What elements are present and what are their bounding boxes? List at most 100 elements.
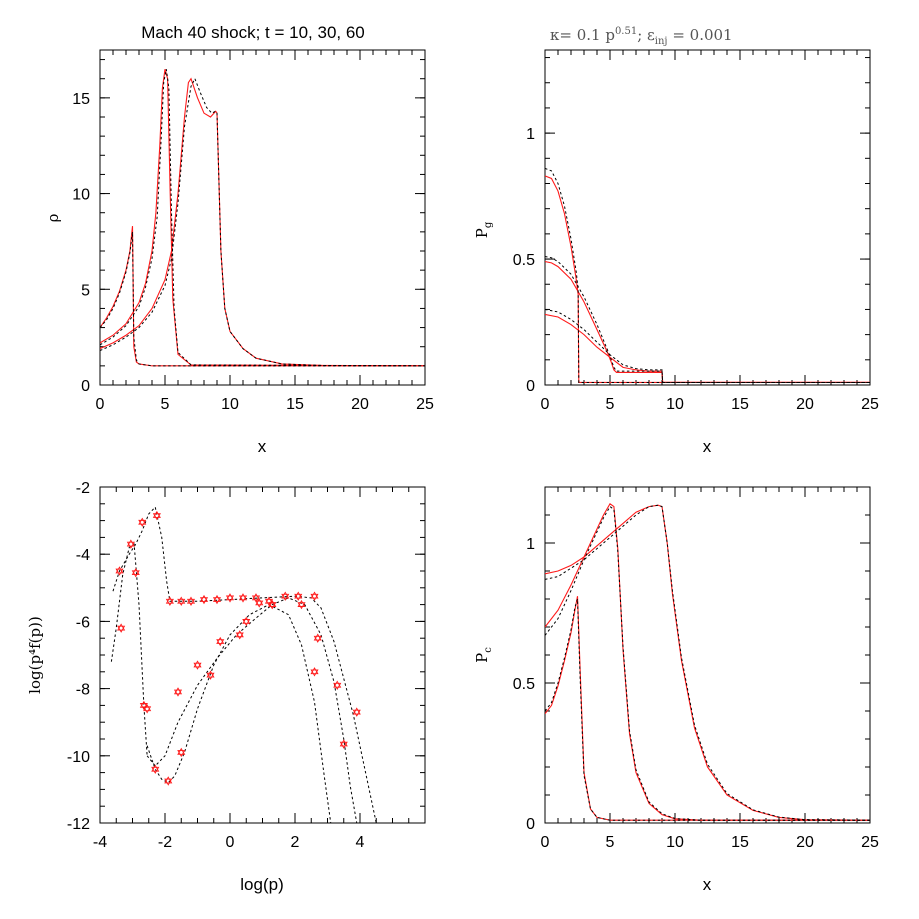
panel-gas-pressure: 0 5 10 15 20 25 0 0.5 1 x Pg [473, 49, 879, 456]
y-tick-label: 1 [526, 536, 535, 553]
series-line-dashed [545, 167, 870, 383]
star-triangle-down [310, 593, 319, 601]
series-line-dashed [545, 504, 870, 821]
x-tick-label: 25 [861, 396, 879, 413]
star-triangle-down [177, 750, 186, 758]
star-triangle-up [310, 591, 319, 599]
y-tick-label: 0 [81, 378, 90, 395]
y-axis-label-subscript: c [483, 647, 494, 653]
data-point-star [352, 707, 361, 717]
title-epsilon-value: = 0.001 [668, 26, 733, 44]
data-point-star [165, 596, 174, 606]
panel-density: 0 5 10 15 20 25 0 5 10 15 x ρ [44, 49, 434, 456]
x-tick-label: 0 [541, 834, 550, 851]
star-triangle-up [225, 593, 235, 601]
data-point-star [177, 747, 186, 758]
figure-title-left: Mach 40 shock; t = 10, 30, 60 [141, 23, 365, 42]
plot-frame [99, 49, 426, 386]
series-line-solid [100, 68, 425, 367]
data-point-star [152, 510, 161, 521]
star-triangle-up [352, 707, 361, 715]
series-group [110, 506, 377, 823]
data-point-star [138, 517, 147, 527]
data-point-star [281, 591, 290, 601]
star-triangle-down [281, 593, 290, 601]
star-triangle-up [177, 747, 186, 755]
data-point-star [173, 687, 183, 697]
star-triangle-down [333, 682, 342, 690]
series-line-solid [545, 313, 870, 384]
x-tick-label: -2 [158, 834, 172, 851]
x-tick-label: 0 [96, 396, 105, 413]
series-line-dashed [100, 69, 425, 367]
data-point-star [294, 591, 303, 601]
x-axis-label: x [258, 437, 267, 456]
data-point-star [251, 593, 261, 603]
y-tick-label: -4 [76, 547, 90, 564]
data-point-star [268, 599, 277, 610]
series-line-dashed [146, 597, 358, 823]
star-triangle-down [152, 513, 161, 521]
star-triangle-up [238, 593, 248, 601]
star-triangle-up [117, 623, 126, 631]
series-group [545, 167, 870, 384]
x-tick-label: 15 [731, 396, 749, 413]
star-triangle-down [193, 662, 202, 670]
x-axis-label: log(p) [240, 875, 283, 894]
x-tick-label: 20 [796, 396, 814, 413]
star-triangle-up [242, 616, 251, 624]
star-triangle-up [177, 596, 186, 604]
star-triangle-down [294, 593, 303, 601]
star-triangle-down [115, 568, 124, 576]
x-tick-label: 25 [416, 396, 434, 413]
star-triangle-up [151, 764, 160, 772]
star-triangle-up [297, 599, 306, 607]
data-point-star [131, 567, 140, 578]
star-triangle-down [310, 669, 319, 677]
star-triangle-down [143, 706, 152, 714]
star-triangle-down [199, 597, 209, 605]
y-axis-label: Pg [473, 221, 494, 238]
panel-spectrum: -4 -2 0 2 4 -12 -10 -8 -6 -4 -2 log(p) log(p⁴f(p)) [26, 480, 426, 894]
y-tick-label: -8 [76, 682, 90, 699]
star-triangle-up [164, 776, 173, 784]
series-line-dashed [110, 543, 148, 756]
x-tick-label: 0 [541, 396, 550, 413]
star-triangle-up [268, 599, 277, 607]
star-triangle-down [206, 672, 215, 680]
data-point-star [164, 776, 173, 786]
y-tick-label: -10 [67, 749, 90, 766]
data-point-star [225, 593, 235, 603]
star-triangle-up [138, 517, 147, 525]
x-tick-label: 5 [606, 834, 615, 851]
data-point-star [255, 598, 264, 608]
x-tick-label: 10 [221, 396, 239, 413]
y-tick-label: 0.5 [513, 252, 535, 269]
series-line-dashed [100, 77, 425, 367]
star-triangle-down [264, 598, 274, 606]
star-triangle-down [177, 598, 186, 606]
star-triangle-down [251, 595, 261, 603]
star-triangle-down [235, 632, 244, 640]
data-point-star [339, 739, 348, 749]
star-triangle-up [294, 591, 303, 599]
star-triangle-up [310, 667, 319, 675]
series-line-dashed [146, 604, 332, 823]
y-tick-label: -2 [76, 480, 90, 497]
star-triangle-up [143, 704, 152, 712]
data-point-star [126, 539, 135, 549]
data-point-star [264, 596, 274, 606]
x-tick-label: 20 [351, 396, 369, 413]
panel-cr-pressure: 0 5 10 15 20 25 0 0.5 1 x Pc [473, 486, 879, 894]
star-triangle-up [193, 660, 202, 668]
star-triangle-down [138, 519, 147, 527]
data-point-star [216, 636, 225, 647]
series-line-dashed [545, 256, 870, 383]
star-triangle-down [151, 766, 160, 774]
star-triangle-up [216, 636, 225, 644]
star-triangle-down [117, 625, 126, 633]
x-tick-label: 2 [291, 834, 300, 851]
star-triangle-up [281, 591, 290, 599]
star-triangle-up [131, 567, 140, 576]
